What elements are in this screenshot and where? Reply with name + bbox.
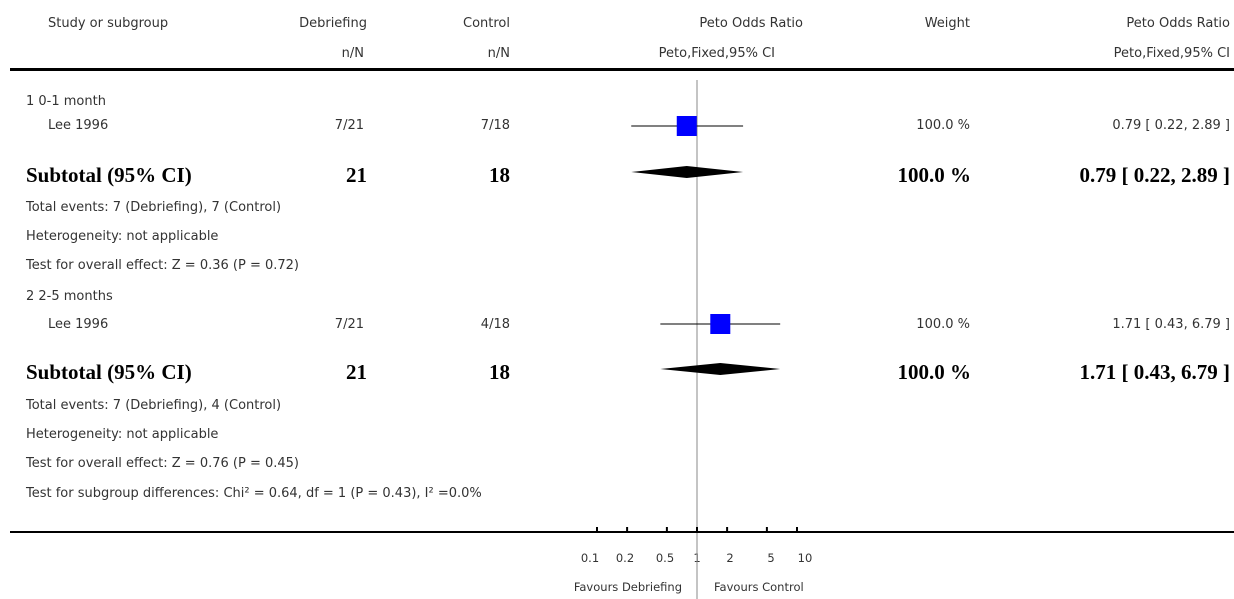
note-heterogeneity: Heterogeneity: not applicable [26, 427, 219, 442]
tick-label: 0.2 [615, 551, 635, 565]
study-weight: 100.0 % [916, 317, 970, 332]
subtotal-diamond [660, 363, 781, 375]
study-weight: 100.0 % [916, 118, 970, 133]
subtotal-weight: 100.0 % [897, 360, 972, 384]
header-or-sub: Peto,Fixed,95% CI [658, 46, 775, 61]
header-weight: Weight [924, 16, 970, 31]
subtotal-label: Subtotal (95% CI) [26, 360, 192, 384]
subtotal-control: 18 [489, 163, 510, 187]
note-subgroup-test: Test for subgroup differences: Chi² = 0.… [26, 486, 482, 501]
note-overall-effect: Test for overall effect: Z = 0.36 (P = 0… [26, 258, 299, 273]
tick-label: 0.1 [580, 551, 600, 565]
group-title: 1 0-1 month [26, 94, 106, 109]
subtotal-debriefing: 21 [346, 360, 367, 384]
note-heterogeneity: Heterogeneity: not applicable [26, 229, 219, 244]
tick-label: 2 [726, 551, 734, 565]
header-control: Control [463, 16, 510, 31]
subtotal-ci: 1.71 [ 0.43, 6.79 ] [1079, 360, 1231, 384]
subtotal-label: Subtotal (95% CI) [26, 163, 192, 187]
study-box [676, 116, 697, 136]
study-debriefing: 7/21 [334, 317, 364, 332]
subtotal-weight: 100.0 % [897, 163, 972, 187]
header-or: Peto Odds Ratio [699, 16, 803, 31]
study-name: Lee 1996 [48, 317, 109, 332]
header-or2: Peto Odds Ratio [1126, 16, 1230, 31]
note-total-events: Total events: 7 (Debriefing), 4 (Control… [26, 398, 282, 413]
subtotal-ci: 0.79 [ 0.22, 2.89 ] [1079, 163, 1231, 187]
header-debriefing: Debriefing [299, 16, 367, 31]
study-ci: 0.79 [ 0.22, 2.89 ] [1112, 118, 1230, 133]
tick-label: 5 [767, 551, 775, 565]
note-total-events: Total events: 7 (Debriefing), 7 (Control… [26, 200, 282, 215]
study-control: 7/18 [480, 118, 510, 133]
tick-label: 10 [797, 551, 813, 565]
header-debriefing-sub: n/N [341, 46, 364, 61]
subtotal-control: 18 [489, 360, 510, 384]
subtotal-debriefing: 21 [346, 163, 367, 187]
favours-right-label: Favours Control [714, 580, 804, 594]
study-debriefing: 7/21 [334, 118, 364, 133]
subtotal-diamond [631, 166, 744, 178]
study-name: Lee 1996 [48, 118, 109, 133]
header-or2-sub: Peto,Fixed,95% CI [1113, 46, 1230, 61]
footer-rule [10, 531, 1234, 533]
study-ci: 1.71 [ 0.43, 6.79 ] [1112, 317, 1230, 332]
note-overall-effect: Test for overall effect: Z = 0.76 (P = 0… [26, 456, 299, 471]
header-rule [10, 68, 1234, 71]
header-study: Study or subgroup [48, 16, 169, 31]
study-control: 4/18 [480, 317, 510, 332]
study-box [710, 314, 731, 334]
header-control-sub: n/N [487, 46, 510, 61]
favours-left-label: Favours Debriefing [573, 580, 682, 594]
group-title: 2 2-5 months [26, 289, 113, 304]
tick-label: 0.5 [655, 551, 675, 565]
